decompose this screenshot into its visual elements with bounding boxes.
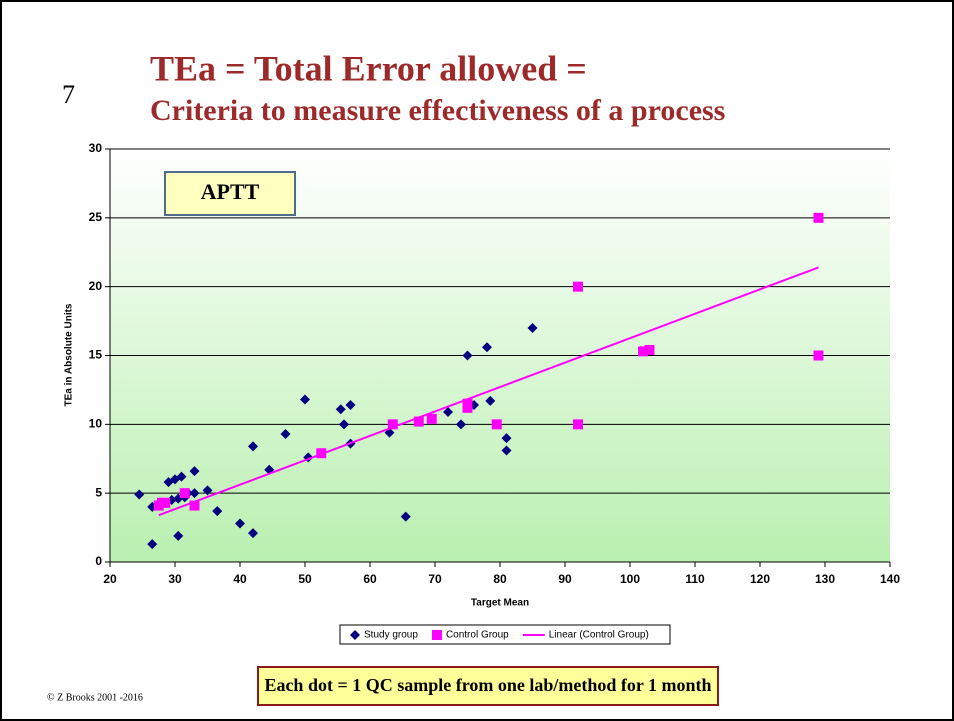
x-tick-label: 130 [815, 572, 835, 586]
square-marker [644, 344, 655, 355]
x-tick-label: 40 [233, 572, 247, 586]
diamond-marker [248, 441, 258, 452]
slide-number: 7 [62, 80, 75, 109]
chart-subtitle: Criteria to measure effectiveness of a p… [150, 94, 725, 127]
x-tick-label: 100 [620, 572, 640, 586]
y-tick-label: 0 [95, 554, 102, 568]
y-axis-label: TEa in Absolute Units [64, 303, 75, 406]
y-tick-label: 10 [89, 417, 103, 431]
annotation: APTT [201, 179, 260, 204]
diamond-marker [189, 466, 200, 477]
square-marker [387, 419, 398, 430]
diamond-marker [173, 530, 184, 541]
diamond-marker [482, 342, 492, 353]
square-marker [491, 419, 502, 430]
note: Each dot = 1 QC sample from one lab/meth… [264, 675, 711, 695]
diamond-marker [176, 471, 187, 482]
x-tick-label: 80 [493, 572, 507, 586]
legend [339, 624, 671, 645]
diamond-marker [400, 511, 411, 522]
square-marker [813, 350, 824, 361]
square-marker [573, 419, 583, 430]
diamond-marker [350, 630, 360, 640]
note-box [257, 666, 719, 706]
x-tick-label: 120 [750, 572, 770, 586]
footer: © Z Brooks 2001 -2016 [47, 692, 143, 703]
diamond-marker [345, 400, 356, 411]
x-tick-label: 50 [298, 572, 312, 586]
diamond-marker [456, 419, 466, 430]
square-marker [462, 398, 473, 409]
chart-title: TEa = Total Error allowed = [150, 48, 587, 88]
legend-label: Linear (Control Group) [549, 630, 649, 641]
diamond-marker [485, 395, 496, 406]
x-tick-label: 70 [428, 572, 442, 586]
y-tick-label: 5 [95, 485, 102, 499]
x-tick-label: 90 [558, 572, 572, 586]
x-tick-label: 60 [363, 572, 377, 586]
square-marker [189, 500, 200, 511]
square-marker [179, 488, 190, 499]
diamond-marker [462, 350, 473, 361]
x-tick-label: 110 [685, 572, 705, 586]
square-marker [638, 346, 648, 357]
diamond-marker [134, 489, 145, 500]
diamond-marker [248, 528, 258, 539]
square-marker [426, 413, 437, 424]
x-axis-label: Target Mean [471, 598, 529, 609]
diamond-marker [339, 419, 349, 430]
diamond-marker [212, 506, 223, 517]
y-tick-label: 25 [89, 210, 103, 224]
square-marker [813, 212, 824, 223]
square-marker [413, 416, 424, 427]
trend-line [158, 266, 819, 517]
legend-label: Control Group [446, 630, 509, 641]
diamond-marker [189, 488, 200, 499]
y-tick-label: 30 [89, 141, 103, 155]
diamond-marker [501, 445, 512, 456]
diamond-marker [443, 406, 453, 417]
x-tick-label: 20 [103, 572, 117, 586]
diamond-marker [235, 518, 245, 529]
y-tick-label: 20 [89, 279, 103, 293]
diamond-marker [202, 485, 213, 496]
diamond-marker [280, 428, 291, 439]
annotation-box [164, 171, 296, 216]
diamond-marker [527, 322, 538, 333]
legend-label: Study group [364, 630, 418, 641]
diamond-marker [147, 539, 158, 550]
square-marker [431, 630, 442, 640]
diamond-marker [300, 394, 310, 405]
diamond-marker [335, 404, 346, 415]
x-tick-label: 30 [168, 572, 182, 586]
y-tick-label: 15 [89, 348, 103, 362]
square-marker [573, 281, 583, 292]
square-marker [160, 497, 171, 508]
diamond-marker [501, 433, 512, 444]
x-tick-label: 140 [880, 572, 900, 586]
